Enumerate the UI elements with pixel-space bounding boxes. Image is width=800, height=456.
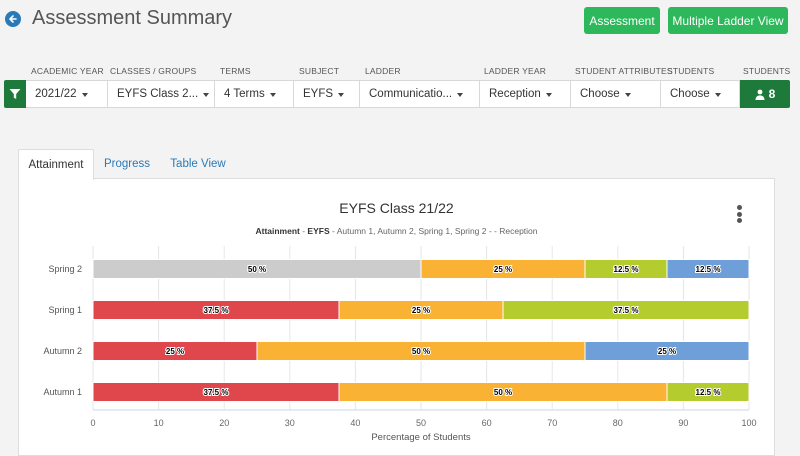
x-tick-label: 90 <box>678 418 688 428</box>
student-attributes-select[interactable]: Choose <box>571 80 661 108</box>
bar-data-label: 50 % <box>494 388 512 397</box>
multiple-ladder-view-button[interactable]: Multiple Ladder View <box>668 7 788 34</box>
tab-attainment[interactable]: Attainment <box>18 149 94 180</box>
label-terms: TERMS <box>220 66 251 76</box>
back-arrow-icon[interactable] <box>5 11 21 27</box>
tab-progress[interactable]: Progress <box>103 158 151 170</box>
label-academic-year: ACADEMIC YEAR <box>31 66 104 76</box>
label-students: STUDENTS <box>667 66 715 76</box>
ladder-select[interactable]: Communicatio... <box>360 80 480 108</box>
student-attributes-value: Choose <box>580 88 620 100</box>
classes-groups-select[interactable]: EYFS Class 2... <box>108 80 215 108</box>
bar-segment <box>502 300 750 320</box>
filter-row: 2021/22 EYFS Class 2... 4 Terms EYFS Com… <box>4 80 790 108</box>
x-tick-label: 10 <box>154 418 164 428</box>
filter-icon <box>9 89 21 99</box>
y-category-label: Autumn 2 <box>43 346 82 356</box>
bar-data-label: 12.5 % <box>614 265 639 274</box>
user-icon <box>755 89 765 100</box>
ladder-value: Communicatio... <box>369 88 453 100</box>
label-subject: SUBJECT <box>299 66 340 76</box>
bar-segment <box>666 382 750 402</box>
y-category-label: Spring 1 <box>48 305 82 315</box>
x-axis-title: Percentage of Students <box>371 432 471 443</box>
x-tick-label: 80 <box>613 418 623 428</box>
label-student-attributes: STUDENT ATTRIBUTES <box>575 66 673 76</box>
chevron-down-icon <box>545 92 552 97</box>
x-tick-label: 0 <box>90 418 95 428</box>
page-title: Assessment Summary <box>32 7 233 29</box>
label-classes-groups: CLASSES / GROUPS <box>110 66 197 76</box>
bar-data-label: 25 % <box>494 265 512 274</box>
bar-data-label: 25 % <box>166 347 184 356</box>
x-tick-label: 50 <box>416 418 426 428</box>
chevron-down-icon <box>269 92 276 97</box>
bar-data-label: 50 % <box>248 265 266 274</box>
x-tick-label: 100 <box>741 418 756 428</box>
subtitle-measure: Attainment <box>255 226 300 236</box>
bar-data-label: 25 % <box>412 306 430 315</box>
chevron-down-icon <box>338 92 345 97</box>
classes-groups-value: EYFS Class 2... <box>117 88 199 100</box>
academic-year-select[interactable]: 2021/22 <box>26 80 108 108</box>
top-bar: Assessment Summary Assessment Multiple L… <box>0 0 800 40</box>
subtitle-subject: EYFS <box>307 226 330 236</box>
subject-select[interactable]: EYFS <box>294 80 360 108</box>
terms-select[interactable]: 4 Terms <box>215 80 294 108</box>
subtitle-details: - Autumn 1, Autumn 2, Spring 1, Spring 2… <box>329 226 538 236</box>
chevron-down-icon <box>203 92 210 97</box>
label-students-count: STUDENTS <box>743 66 791 76</box>
x-tick-label: 60 <box>482 418 492 428</box>
x-tick-label: 20 <box>219 418 229 428</box>
bar-data-label: 50 % <box>412 347 430 356</box>
label-ladder: LADDER <box>365 66 401 76</box>
bar-segment <box>666 259 750 279</box>
assessment-button[interactable]: Assessment <box>584 7 660 34</box>
bar-data-label: 37.5 % <box>614 306 639 315</box>
tab-table-view[interactable]: Table View <box>170 158 226 170</box>
chart-subtitle: Attainment - EYFS - Autumn 1, Autumn 2, … <box>18 226 775 236</box>
bar-segment <box>584 341 750 361</box>
chevron-down-icon <box>81 92 88 97</box>
ladder-year-value: Reception <box>489 88 541 100</box>
chart-menu-icon[interactable] <box>735 205 743 223</box>
y-category-label: Spring 2 <box>48 264 82 274</box>
filter-labels: ACADEMIC YEAR CLASSES / GROUPS TERMS SUB… <box>0 66 800 78</box>
students-count-button[interactable]: 8 <box>740 80 790 108</box>
x-tick-label: 70 <box>547 418 557 428</box>
terms-value: 4 Terms <box>224 88 265 100</box>
y-category-label: Autumn 1 <box>43 387 82 397</box>
students-select[interactable]: Choose <box>661 80 740 108</box>
academic-year-value: 2021/22 <box>35 88 77 100</box>
bar-data-label: 37.5 % <box>204 388 229 397</box>
x-tick-label: 40 <box>350 418 360 428</box>
students-count: 8 <box>768 87 776 101</box>
bar-data-label: 12.5 % <box>696 388 721 397</box>
bar-data-label: 37.5 % <box>204 306 229 315</box>
students-value: Choose <box>670 88 710 100</box>
label-ladder-year: LADDER YEAR <box>484 66 547 76</box>
x-tick-label: 30 <box>285 418 295 428</box>
bar-data-label: 25 % <box>658 347 676 356</box>
ladder-year-select[interactable]: Reception <box>480 80 571 108</box>
chevron-down-icon <box>714 92 721 97</box>
chart-title: EYFS Class 21/22 <box>339 200 454 216</box>
subject-value: EYFS <box>303 88 334 100</box>
subtitle-separator: - <box>299 226 308 236</box>
chevron-down-icon <box>624 92 631 97</box>
filter-button[interactable] <box>4 80 26 108</box>
chevron-down-icon <box>457 92 464 97</box>
bar-data-label: 12.5 % <box>696 265 721 274</box>
